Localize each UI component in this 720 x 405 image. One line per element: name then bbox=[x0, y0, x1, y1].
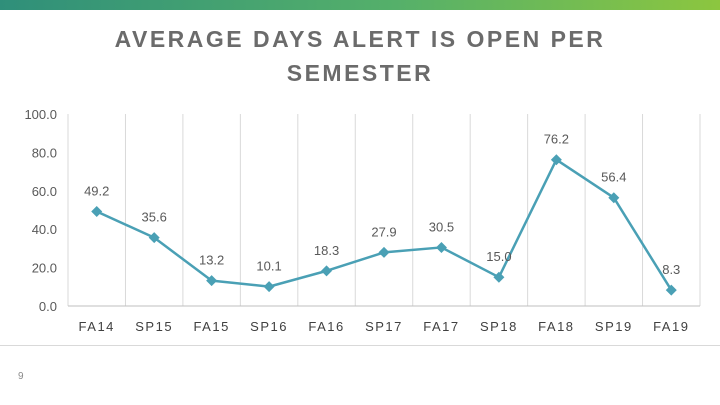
data-point-marker bbox=[91, 206, 103, 218]
data-label: 27.9 bbox=[371, 224, 396, 239]
chart-axes: 0.0 20.0 40.0 60.0 80.0 100.0 FA14 SP15 FA15 SP16… bbox=[24, 107, 700, 334]
data-label: 56.4 bbox=[601, 170, 626, 185]
y-tick-label: 100.0 bbox=[24, 107, 57, 122]
x-tick-label: SP15 bbox=[135, 319, 173, 334]
data-point-marker bbox=[263, 281, 275, 293]
y-tick-label: 40.0 bbox=[32, 222, 57, 237]
x-tick-label: SP18 bbox=[480, 319, 518, 334]
x-tick-label: FA15 bbox=[193, 319, 229, 334]
y-tick-label: 60.0 bbox=[32, 184, 57, 199]
chart-series bbox=[91, 154, 677, 296]
chart-gridlines bbox=[67, 114, 701, 306]
x-tick-label: FA19 bbox=[653, 319, 689, 334]
data-label: 10.1 bbox=[256, 259, 281, 274]
x-tick-label: SP17 bbox=[365, 319, 403, 334]
data-point-marker bbox=[148, 232, 160, 244]
data-label: 49.2 bbox=[84, 184, 109, 199]
y-tick-label: 0.0 bbox=[39, 299, 57, 314]
x-tick-label: FA17 bbox=[423, 319, 459, 334]
data-point-marker bbox=[435, 241, 447, 253]
x-tick-label: FA14 bbox=[79, 319, 115, 334]
data-label: 76.2 bbox=[544, 132, 569, 147]
x-tick-label: SP19 bbox=[595, 319, 633, 334]
data-label: 30.5 bbox=[429, 219, 454, 234]
line-chart: 0.0 20.0 40.0 60.0 80.0 100.0 FA14 SP15 FA15 SP16… bbox=[24, 107, 701, 334]
chart-title: AVERAGE DAYS ALERT IS OPEN PER SEMESTER bbox=[114, 26, 606, 86]
data-label: 15.0 bbox=[486, 249, 511, 264]
chart-data-labels: 49.2 35.6 13.2 10.1 18.3 27.9 30.5 15.0 76.2 56.4… bbox=[84, 132, 680, 277]
chart-frame bbox=[0, 10, 720, 346]
data-label: 35.6 bbox=[142, 210, 167, 225]
data-label: 18.3 bbox=[314, 243, 339, 258]
data-point-marker bbox=[493, 271, 505, 283]
data-point-marker bbox=[665, 284, 677, 296]
y-tick-label: 80.0 bbox=[32, 145, 57, 160]
data-point-marker bbox=[378, 246, 390, 258]
data-point-marker bbox=[206, 275, 218, 287]
data-label: 13.2 bbox=[199, 253, 224, 268]
x-tick-label: SP16 bbox=[250, 319, 288, 334]
y-tick-label: 20.0 bbox=[32, 261, 57, 276]
data-point-marker bbox=[550, 154, 562, 166]
top-accent-band bbox=[0, 0, 720, 10]
data-label: 8.3 bbox=[662, 262, 680, 277]
x-tick-label: FA18 bbox=[538, 319, 574, 334]
page-number: 9 bbox=[18, 371, 24, 382]
x-tick-label: FA16 bbox=[308, 319, 344, 334]
data-point-marker bbox=[321, 265, 333, 277]
data-point-marker bbox=[608, 192, 620, 204]
